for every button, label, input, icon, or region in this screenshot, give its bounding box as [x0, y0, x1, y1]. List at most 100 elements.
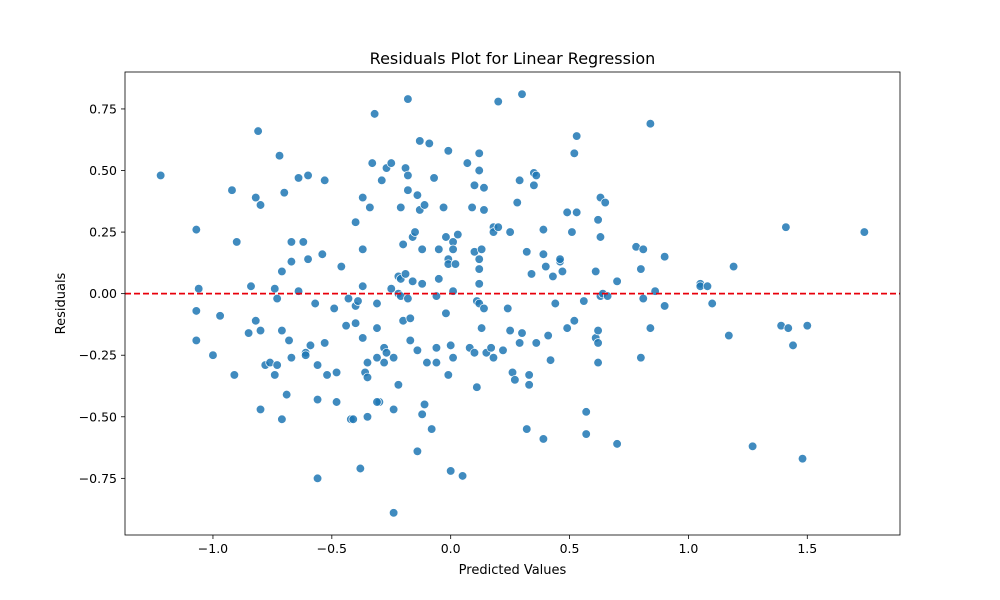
x-tick-label: 0.0: [441, 541, 461, 556]
y-tick-label: −0.25: [79, 348, 117, 363]
data-point: [567, 227, 577, 237]
x-tick-label: −1.0: [198, 541, 228, 556]
data-point: [369, 109, 380, 119]
y-tick-label: 0.25: [89, 225, 117, 240]
data-point: [403, 170, 413, 181]
data-point: [441, 232, 451, 242]
data-point: [272, 360, 282, 370]
data-point: [572, 131, 582, 141]
data-point: [429, 173, 439, 183]
data-point: [350, 217, 361, 227]
data-point: [572, 207, 582, 218]
data-point: [797, 454, 808, 464]
data-point: [476, 244, 487, 254]
data-point: [660, 301, 670, 311]
data-point: [474, 254, 484, 264]
data-point: [362, 372, 373, 383]
data-point: [545, 355, 556, 365]
data-point: [548, 271, 558, 282]
data-point: [448, 353, 458, 363]
data-point: [388, 404, 399, 415]
data-point: [479, 205, 489, 215]
data-point: [358, 281, 368, 291]
data-point: [538, 224, 549, 235]
data-point: [469, 348, 480, 358]
data-point: [272, 293, 282, 304]
data-point: [474, 165, 484, 176]
data-point: [479, 303, 489, 314]
data-point: [336, 261, 346, 272]
data-point: [410, 227, 420, 237]
data-point: [541, 261, 551, 272]
data-point: [612, 276, 622, 286]
y-axis-label: Residuals: [54, 272, 69, 334]
data-point: [453, 229, 463, 240]
data-point: [403, 185, 413, 195]
data-point: [353, 296, 363, 306]
data-point: [227, 185, 237, 195]
data-point: [517, 89, 527, 99]
data-point: [422, 357, 432, 368]
data-point: [581, 429, 591, 439]
data-point: [284, 335, 294, 346]
data-point: [543, 330, 553, 341]
data-point: [229, 370, 240, 380]
data-point: [372, 323, 382, 333]
data-point: [350, 318, 361, 328]
data-point: [282, 389, 292, 400]
data-point: [255, 404, 266, 415]
data-point: [253, 126, 263, 136]
data-point: [208, 350, 218, 360]
data-point: [728, 261, 739, 272]
data-point: [274, 151, 285, 161]
data-point: [243, 328, 254, 338]
data-point: [476, 323, 487, 333]
data-point: [305, 340, 316, 351]
y-tick-label: 0.75: [89, 101, 117, 116]
data-point: [277, 414, 287, 424]
data-point: [517, 328, 527, 338]
data-point: [505, 325, 515, 336]
data-point: [343, 293, 354, 304]
data-point: [341, 321, 351, 331]
x-tick-label: 1.0: [678, 541, 698, 556]
data-point: [358, 192, 368, 203]
data-point: [446, 466, 456, 476]
data-point: [403, 293, 413, 304]
data-point: [320, 175, 330, 186]
data-point: [427, 424, 437, 434]
data-point: [431, 357, 442, 368]
data-point: [450, 259, 461, 269]
data-point: [474, 148, 484, 158]
y-axis-ticks: −0.75 −0.50 −0.25 0.00 0.25 0.50 0.75: [79, 101, 125, 486]
data-point: [322, 370, 332, 380]
data-point: [498, 345, 508, 355]
data-point: [747, 441, 758, 451]
data-point: [510, 375, 520, 385]
x-axis-ticks: −1.0 −0.5 0.0 0.5 1.0 1.5: [198, 535, 817, 556]
data-point: [514, 175, 525, 186]
data-point: [457, 471, 468, 481]
data-point: [419, 399, 430, 410]
data-point: [277, 266, 287, 277]
data-point: [593, 357, 603, 368]
data-point: [522, 247, 532, 257]
data-point: [393, 380, 404, 390]
data-point: [405, 313, 415, 323]
data-point: [372, 353, 382, 363]
data-point: [317, 249, 327, 259]
data-point: [859, 227, 869, 237]
data-point: [372, 298, 382, 309]
data-point: [424, 138, 434, 149]
data-point: [396, 202, 406, 213]
data-point: [286, 237, 297, 247]
data-point: [505, 227, 515, 237]
data-point: [398, 239, 408, 250]
data-point: [591, 266, 601, 277]
chart-title: Residuals Plot for Linear Regression: [370, 49, 656, 68]
data-point: [593, 325, 603, 336]
data-point: [251, 316, 261, 326]
data-point: [474, 279, 484, 289]
data-point: [381, 348, 392, 358]
data-point: [593, 215, 603, 225]
